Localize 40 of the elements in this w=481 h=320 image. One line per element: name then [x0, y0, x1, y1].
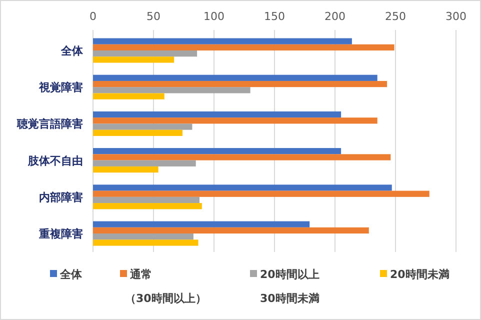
bar [93, 93, 164, 100]
bar [93, 80, 388, 88]
bar [93, 118, 378, 124]
bar [93, 234, 194, 240]
x-tick-label: 50 [146, 10, 160, 23]
bar [93, 74, 378, 81]
bar [93, 56, 174, 63]
bar [93, 166, 158, 173]
x-tick-label: 300 [446, 10, 466, 23]
bar [93, 124, 192, 130]
bar [93, 87, 250, 94]
y-tick-label: 重複障害 [38, 228, 83, 241]
bar [93, 44, 394, 50]
bar [93, 148, 342, 154]
bar [93, 196, 200, 204]
bar [93, 130, 183, 136]
bar [93, 50, 198, 57]
x-tick-label: 150 [264, 10, 285, 23]
bar [93, 221, 310, 228]
bar [93, 160, 196, 166]
y-tick-label: 内部障害 [39, 190, 83, 204]
bar [93, 111, 342, 118]
x-tick-label: 100 [204, 10, 224, 23]
y-tick-label: 視覚障害 [38, 81, 83, 94]
bar [93, 227, 369, 234]
bar [93, 184, 392, 191]
x-tick-label: 200 [324, 10, 346, 23]
x-tick-label: 0 [90, 10, 96, 23]
x-tick-label: 250 [385, 10, 406, 23]
bar [93, 154, 391, 160]
y-tick-label: 全体 [60, 44, 84, 58]
bar [93, 203, 202, 210]
y-tick-label: 聴覚言語障害 [16, 118, 83, 131]
legend-label: 20時間以上30時間未満 [260, 268, 320, 305]
bar [93, 190, 430, 197]
legend-label: 20時間未満 [390, 268, 450, 281]
bar [93, 38, 352, 44]
bar [93, 240, 198, 246]
y-tick-label: 肢体不自由 [27, 154, 83, 168]
legend-label: 通常（30時間以上） [125, 268, 206, 305]
